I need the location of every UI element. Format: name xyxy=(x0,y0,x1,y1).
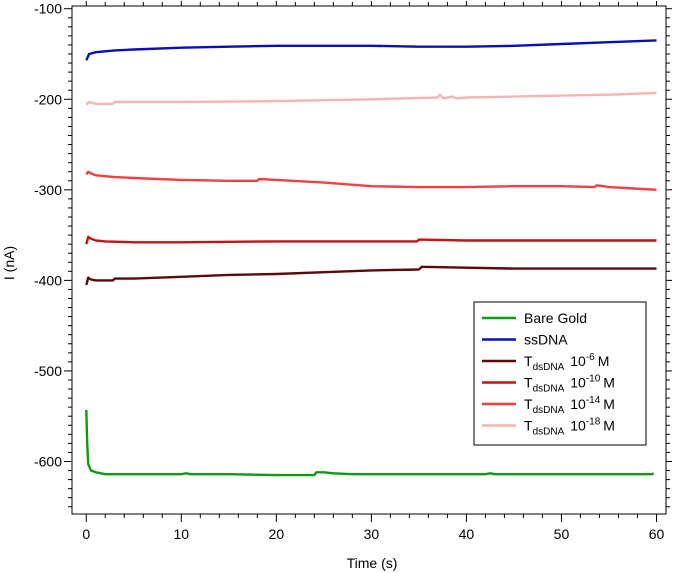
x-axis-label: Time (s) xyxy=(347,555,398,571)
y-tick-label: -600 xyxy=(34,453,62,469)
y-tick-label: -400 xyxy=(34,272,62,288)
y-axis: -600 -500 -400 -300 -200 -100 xyxy=(34,1,672,508)
legend-entry: TdsDNA 10-14 M xyxy=(524,395,615,416)
x-tick-label: 40 xyxy=(459,526,475,542)
series-line-6 xyxy=(85,91,657,106)
series-group xyxy=(85,39,657,477)
y-axis-label: I (nA) xyxy=(1,246,17,280)
legend-entry: ssDNA xyxy=(524,332,568,348)
legend-entry: TdsDNA 10-18 M xyxy=(524,417,615,438)
y-tick-label: -100 xyxy=(34,1,62,17)
plot-area xyxy=(71,5,667,515)
x-axis: 0 10 20 30 40 50 60 xyxy=(82,1,664,542)
plot-frame xyxy=(71,5,667,515)
legend-entry: TdsDNA 10-10 M xyxy=(524,374,615,395)
y-tick-label: -300 xyxy=(34,182,62,198)
legend-box xyxy=(473,301,647,446)
legend-entry: TdsDNA 10-6 M xyxy=(524,352,609,373)
legend-entry: Bare Gold xyxy=(524,310,587,326)
x-tick-label: 30 xyxy=(364,526,380,542)
y-tick-label: -200 xyxy=(34,91,62,107)
x-tick-label: 50 xyxy=(554,526,570,542)
series-line-5 xyxy=(85,170,657,191)
x-tick-label: 20 xyxy=(269,526,285,542)
x-tick-label: 60 xyxy=(649,526,665,542)
series-line-2 xyxy=(85,39,657,61)
series-line-4 xyxy=(85,235,657,245)
series-line-3 xyxy=(85,265,657,286)
x-tick-label: 0 xyxy=(82,526,90,542)
series-line-1 xyxy=(85,409,655,477)
x-tick-label: 10 xyxy=(174,526,190,542)
y-tick-label: -500 xyxy=(34,363,62,379)
